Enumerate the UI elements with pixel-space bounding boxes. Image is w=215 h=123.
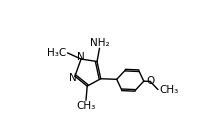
Text: NH₂: NH₂ [90, 38, 109, 48]
Text: CH₃: CH₃ [159, 85, 178, 95]
Text: N: N [69, 73, 77, 83]
Text: O: O [146, 76, 154, 86]
Text: H₃C: H₃C [47, 48, 66, 58]
Text: CH₃: CH₃ [76, 101, 96, 111]
Text: N: N [77, 52, 84, 62]
